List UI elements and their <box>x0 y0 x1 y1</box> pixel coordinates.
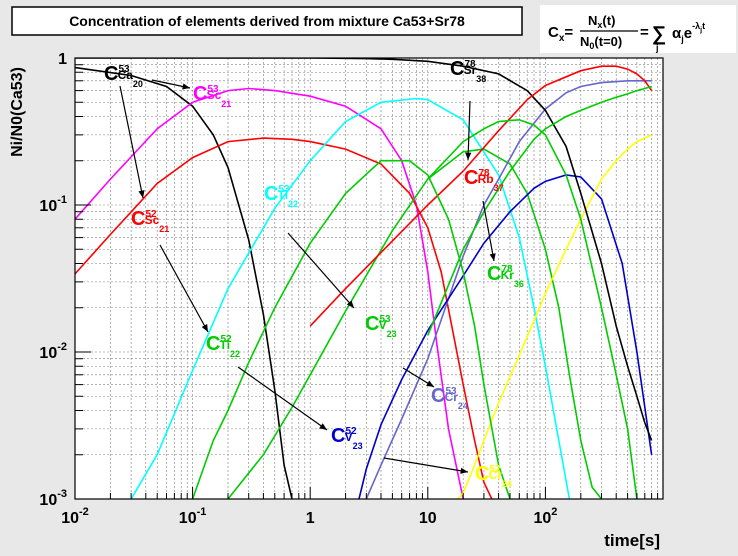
formula: Cx= Nx(t) N0(t=0) = ∑ j αje-λjt <box>548 13 705 53</box>
plot-frame <box>74 57 664 500</box>
annotation-rb78: C78Rb37 <box>464 167 504 193</box>
y-tick-label: 10-1 <box>39 194 67 215</box>
annotation-arrowhead <box>138 190 145 198</box>
annotation-ti52: C52Ti22 <box>206 333 240 359</box>
annotation-ca53: C53Ca20 <box>104 63 143 89</box>
x-tick-label: 102 <box>533 506 557 527</box>
formula-num-sub: x <box>597 20 602 30</box>
annotation-sc53: C53Sc21 <box>193 83 231 109</box>
annotation-arrowhead <box>201 324 208 332</box>
formula-exp-sup-t: t <box>702 21 705 31</box>
annotation-arrow-line <box>237 366 328 431</box>
annotation-sr78: C78Sr38 <box>450 58 486 84</box>
svg-text:Cx=: Cx= <box>548 24 573 44</box>
annotation-cr53: C53Cr24 <box>431 385 468 411</box>
annotation-arrow-line <box>159 244 209 333</box>
title-box <box>11 6 523 36</box>
annotation-arrow-line <box>467 100 471 161</box>
y-tick-label: 10-3 <box>39 488 67 509</box>
series-line-rb78 <box>309 65 653 327</box>
formula-exp-base: e <box>684 25 692 42</box>
annotation-arrow-line <box>383 457 469 473</box>
series-line-cr52 <box>457 134 652 499</box>
svg-text:Nx(t): Nx(t) <box>588 13 615 30</box>
annotation-arrows <box>119 79 496 474</box>
y-tick-label: 10-2 <box>39 341 67 362</box>
annotation-ti53: C53Ti22 <box>264 183 298 209</box>
annotation-arrowhead <box>319 423 327 430</box>
series-line-sr78 <box>75 58 653 441</box>
series-layer <box>75 58 653 499</box>
annotation-sc52: C52Sc21 <box>131 208 169 234</box>
series-line-ca53 <box>75 66 293 499</box>
annotation-arrowhead <box>426 380 434 387</box>
formula-den: N <box>580 34 589 49</box>
annotation-v53: C53V23 <box>365 313 397 339</box>
y-tick-label: 1 <box>58 51 67 68</box>
series-line-kr78-branch <box>427 118 638 499</box>
grid <box>75 58 663 499</box>
annotation-arrowhead <box>346 300 354 308</box>
svg-text:N0(t=0): N0(t=0) <box>580 34 622 51</box>
annotation-arrow-line <box>119 85 144 199</box>
formula-num-arg: (t) <box>602 13 615 28</box>
formula-lhs: C <box>548 24 559 41</box>
annotation-v52: C52V23 <box>331 425 363 451</box>
formula-sum-sub: j <box>655 43 659 53</box>
formula-den-sub: 0 <box>589 41 594 51</box>
annotation-arrowhead <box>465 152 472 160</box>
series-line-kr78 <box>427 85 652 336</box>
svg-text:=: = <box>640 24 649 41</box>
plot-area <box>75 58 663 499</box>
annotation-arrow-line <box>287 232 355 309</box>
formula-alpha-sub: j <box>680 34 684 44</box>
annotation-arrow-line <box>482 200 495 262</box>
series-line-ti52 <box>130 97 571 499</box>
formula-lhs-sub: x <box>559 33 565 44</box>
series-line-v53 <box>227 148 603 499</box>
chart-title: Concentration of elements derived from m… <box>69 13 465 29</box>
series-line-v52 <box>358 174 653 499</box>
formula-exp-sup-sub: j <box>699 27 702 34</box>
series-line-sc53 <box>75 87 464 499</box>
series-line-green-low <box>191 159 511 499</box>
x-tick-label: 10 <box>419 510 437 527</box>
formula-num: N <box>588 13 597 28</box>
formula-den-arg: (t=0) <box>594 34 622 49</box>
svg-text:αje-λjt: αje-λjt <box>672 21 705 44</box>
series-line-sc52 <box>75 137 493 499</box>
x-axis-label: time[s] <box>604 531 660 550</box>
x-tick-label: 10-1 <box>179 506 207 527</box>
formula-alpha: α <box>672 25 682 42</box>
y-axis-label: Ni/N0(Ca53) <box>9 67 26 157</box>
annotation-arrowhead <box>182 83 190 90</box>
annotation-labels: C53Ca20 C53Sc21 C53Ti22 C52Sc21 C52Ti22 C53V2… <box>104 58 524 489</box>
annotation-cr52: C52Cr24 <box>475 463 512 489</box>
formula-exp-sup: -λ <box>692 21 700 31</box>
formula-box <box>540 5 736 53</box>
formula-sum: ∑ <box>652 23 666 45</box>
series-line-cr53 <box>365 80 652 499</box>
x-tick-label: 1 <box>306 510 315 527</box>
annotation-arrowhead <box>489 253 496 261</box>
x-tick-label: 10-2 <box>61 506 89 527</box>
annotation-arrowhead <box>460 467 468 474</box>
annotation-kr78: C78Kr36 <box>487 263 524 289</box>
